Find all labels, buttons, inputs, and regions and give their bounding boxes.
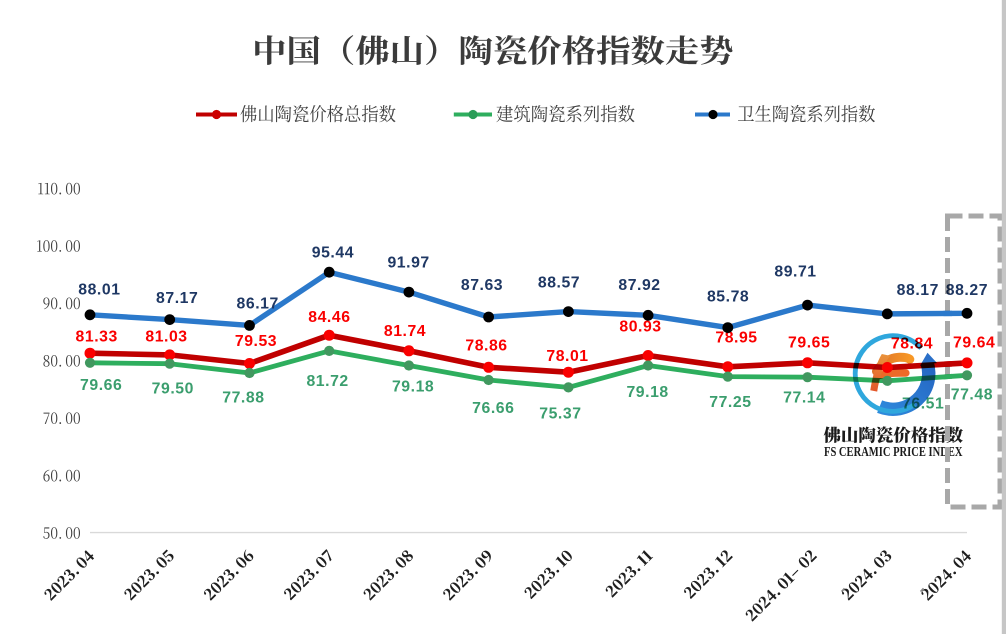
svg-text:88.57: 88.57 xyxy=(538,274,580,291)
svg-text:79.64: 79.64 xyxy=(953,335,995,352)
svg-text:79.53: 79.53 xyxy=(235,333,277,350)
svg-text:79.18: 79.18 xyxy=(392,379,434,396)
svg-text:79.50: 79.50 xyxy=(152,380,194,397)
svg-text:78.84: 78.84 xyxy=(891,336,933,353)
svg-text:77.88: 77.88 xyxy=(222,389,264,406)
svg-text:95.44: 95.44 xyxy=(312,245,354,262)
svg-text:79.66: 79.66 xyxy=(80,377,122,394)
svg-text:81.33: 81.33 xyxy=(76,328,118,345)
svg-text:89.71: 89.71 xyxy=(774,264,816,281)
svg-text:78.95: 78.95 xyxy=(715,329,757,346)
svg-text:81.74: 81.74 xyxy=(384,323,426,340)
svg-text:79.18: 79.18 xyxy=(626,384,668,401)
svg-text:78.86: 78.86 xyxy=(465,337,507,354)
svg-text:76.51: 76.51 xyxy=(902,396,944,413)
svg-text:80.93: 80.93 xyxy=(619,318,661,335)
svg-text:85.78: 85.78 xyxy=(707,289,749,306)
svg-text:88.17: 88.17 xyxy=(897,282,939,299)
svg-text:77.48: 77.48 xyxy=(951,386,993,403)
svg-text:84.46: 84.46 xyxy=(308,309,350,326)
svg-text:FS CERAMIC PRICE INDEX: FS CERAMIC PRICE INDEX xyxy=(824,445,963,460)
svg-text:77.14: 77.14 xyxy=(783,389,825,406)
svg-text:76.66: 76.66 xyxy=(472,400,514,417)
svg-text:75.37: 75.37 xyxy=(539,405,581,422)
svg-text:79.65: 79.65 xyxy=(788,335,830,352)
svg-text:78.01: 78.01 xyxy=(546,348,588,365)
svg-text:87.63: 87.63 xyxy=(461,277,503,294)
svg-text:81.72: 81.72 xyxy=(306,373,348,390)
svg-text:81.03: 81.03 xyxy=(145,328,187,345)
svg-text:88.01: 88.01 xyxy=(78,282,120,299)
svg-text:86.17: 86.17 xyxy=(237,295,279,312)
svg-text:87.92: 87.92 xyxy=(618,277,660,294)
svg-text:91.97: 91.97 xyxy=(387,255,429,272)
svg-text:77.25: 77.25 xyxy=(709,394,751,411)
svg-text:88.27: 88.27 xyxy=(946,282,988,299)
svg-text:87.17: 87.17 xyxy=(156,290,198,307)
